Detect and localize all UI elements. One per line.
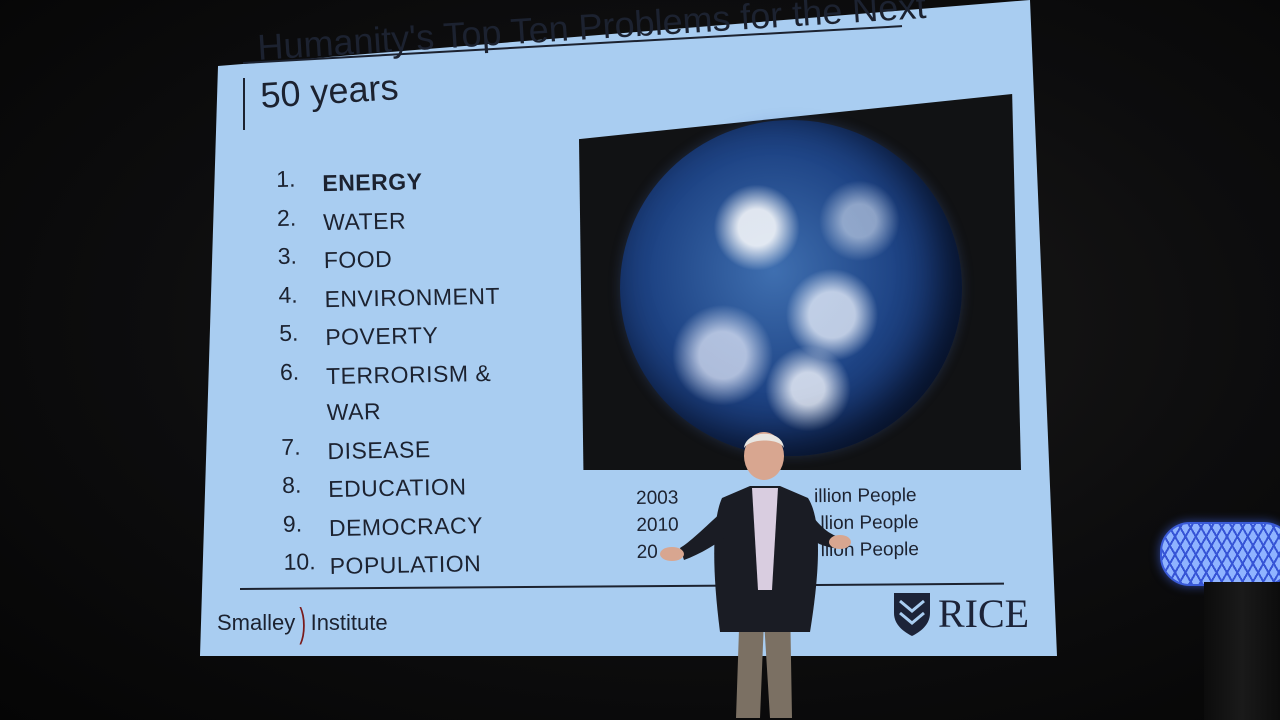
item-number: 9. <box>282 510 303 537</box>
rice-wordmark: RICE <box>938 591 1030 636</box>
logo-text-smalley: Smalley <box>217 610 296 635</box>
item-number: 6. <box>279 358 300 385</box>
item-label: DISEASE <box>327 435 431 464</box>
item-label: POVERTY <box>325 321 439 351</box>
item-number: 8. <box>281 471 302 498</box>
item-number: 4. <box>278 281 298 308</box>
item-label: ENERGY <box>322 168 423 197</box>
list-item: 6. TERRORISM & WAR <box>280 353 561 433</box>
item-label: WATER <box>322 207 407 235</box>
item-number: 10. <box>283 548 316 575</box>
list-item: 4. ENVIRONMENT <box>278 276 559 320</box>
logo-text-institute: Institute <box>310 610 388 635</box>
item-number: 7. <box>281 433 301 460</box>
item-label: EDUCATION <box>327 473 467 503</box>
speaker-figure <box>660 432 851 718</box>
item-number: 5. <box>278 319 299 346</box>
logo-swoosh-icon: ) <box>299 601 307 645</box>
item-number: 3. <box>277 242 298 269</box>
list-item: 10. POPULATION <box>283 544 564 588</box>
item-label: ENVIRONMENT <box>324 282 501 312</box>
rice-shield-icon <box>894 592 930 636</box>
item-number: 2. <box>276 204 297 231</box>
list-item: 7. DISEASE <box>281 428 562 472</box>
item-number: 1. <box>276 165 296 192</box>
problem-list: 1. ENERGY 2. WATER 3. FOOD 4. ENVIRONMENT 5.… <box>276 161 564 588</box>
list-item: 2. WATER <box>277 199 558 243</box>
list-item: 3. FOOD <box>277 238 558 282</box>
item-label: POPULATION <box>329 550 482 580</box>
list-item: 8. EDUCATION <box>282 467 563 511</box>
smalley-institute-logo: Smalley ) Institute <box>217 598 388 648</box>
list-item: 1. ENERGY <box>276 161 557 205</box>
item-label: DEMOCRACY <box>328 511 484 541</box>
rice-logo: RICE <box>892 590 1029 637</box>
title-bracket <box>243 78 245 130</box>
list-item: 5. POVERTY <box>279 315 560 359</box>
list-item: 9. DEMOCRACY <box>283 505 564 549</box>
nanotube-model <box>1160 522 1280 586</box>
item-label: FOOD <box>323 245 393 274</box>
item-label: TERRORISM & WAR <box>325 359 492 425</box>
earth-image <box>620 120 962 456</box>
pedestal <box>1204 582 1280 720</box>
